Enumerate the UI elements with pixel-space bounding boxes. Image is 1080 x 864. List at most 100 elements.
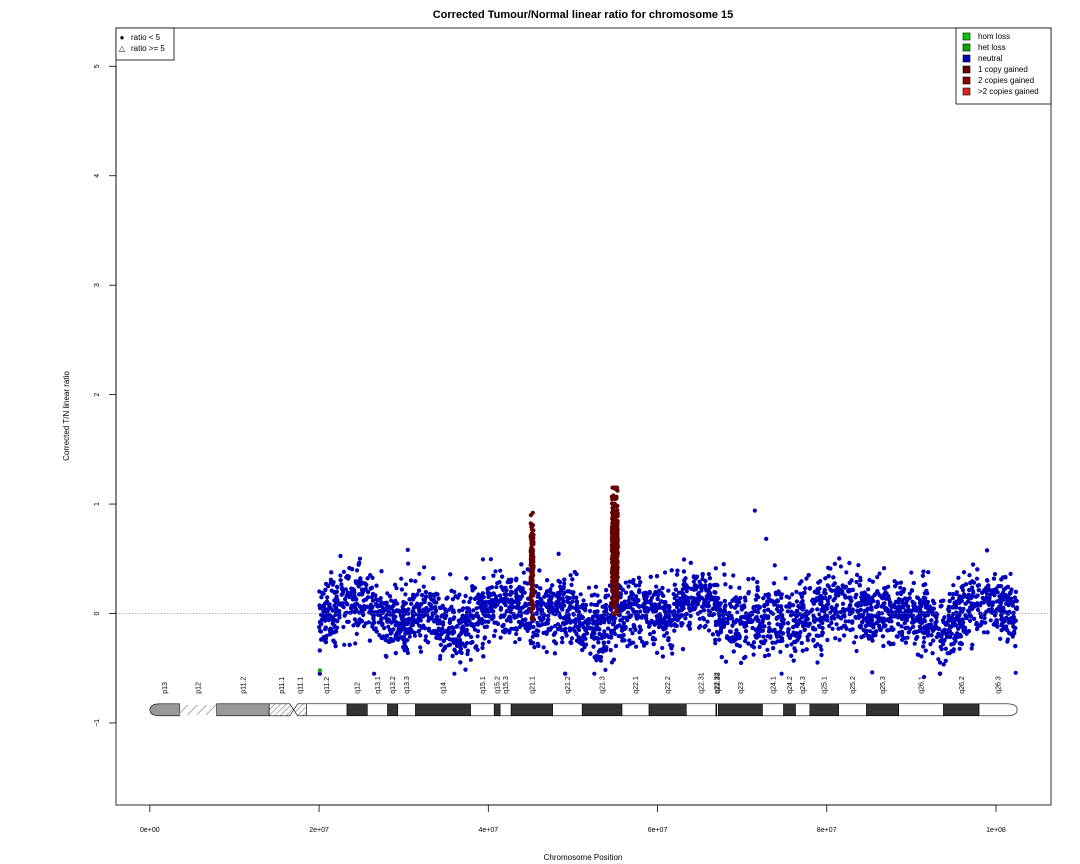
data-point-neutral: [353, 641, 358, 646]
data-point-neutral: [342, 613, 347, 618]
data-point-neutral: [868, 614, 873, 619]
data-point-neutral: [648, 574, 653, 580]
data-point-neutral: [954, 590, 959, 595]
data-point-neutral: [408, 578, 414, 583]
data-point-neutral: [324, 599, 330, 604]
data-point-neutral: [534, 611, 539, 616]
data-point-neutral: [862, 598, 867, 604]
data-point-neutral: [423, 590, 428, 595]
data-point-neutral: [401, 645, 406, 650]
data-point-neutral: [951, 583, 956, 588]
data-point-neutral: [583, 627, 588, 633]
data-point-neutral: [909, 570, 914, 575]
data-point-neutral: [700, 604, 705, 609]
data-point-neutral: [970, 585, 975, 590]
data-point-neutral: [660, 585, 665, 591]
data-point-neutral: [433, 605, 438, 610]
data-point-neutral: [630, 607, 635, 612]
data-point-neutral: [779, 636, 785, 641]
data-point-neutral: [746, 591, 751, 596]
data-point-neutral: [682, 598, 687, 603]
band-label: q12: [355, 682, 362, 694]
data-point-neutral: [354, 631, 359, 637]
data-point-neutral: [628, 614, 633, 619]
data-point-neutral: [795, 638, 800, 643]
data-point-neutral: [566, 589, 572, 594]
data-point-neutral: [435, 614, 440, 619]
band-q21.3: [581, 703, 623, 717]
data-point-neutral: [857, 583, 862, 588]
data-point-neutral: [988, 618, 993, 623]
data-point-neutral: [469, 634, 474, 640]
data-point-neutral: [328, 627, 334, 632]
data-point-neutral: [666, 605, 672, 610]
data-point-neutral: [921, 569, 926, 574]
data-point-neutral: [574, 599, 579, 604]
data-point-neutral: [652, 602, 658, 607]
data-point-neutral: [878, 627, 883, 633]
data-point-neutral: [438, 605, 444, 611]
data-point-neutral: [439, 614, 444, 619]
data-point-neutral: [647, 624, 652, 629]
data-point-neutral: [992, 613, 998, 618]
data-point-neutral: [540, 611, 546, 616]
data-point-neutral: [384, 633, 389, 639]
data-point-neutral: [946, 613, 951, 618]
data-point-neutral: [746, 641, 751, 646]
data-point-neutral: [841, 610, 846, 615]
data-point-neutral: [938, 604, 943, 609]
band-q15.1: [470, 703, 495, 717]
data-point-neutral: [633, 583, 638, 588]
data-point-neutral: [833, 636, 838, 641]
data-point-neutral: [672, 609, 677, 614]
data-point-neutral: [766, 607, 771, 612]
data-point-neutral: [708, 597, 713, 602]
data-point-neutral: [775, 639, 780, 644]
data-point-neutral: [527, 621, 532, 627]
data-point-neutral: [919, 626, 924, 631]
data-point-neutral: [595, 593, 600, 598]
data-point-neutral: [850, 627, 855, 632]
data-point-neutral: [637, 590, 642, 595]
data-point-neutral: [494, 585, 499, 590]
data-point-neutral: [703, 578, 708, 584]
data-point-neutral: [535, 620, 540, 626]
data-point-neutral: [370, 575, 375, 580]
data-point-neutral: [823, 595, 828, 600]
data-point-neutral: [1011, 610, 1016, 616]
data-point-neutral: [622, 603, 627, 608]
data-point-neutral: [770, 628, 775, 633]
data-point-neutral: [730, 623, 735, 628]
band-q25.3: [866, 703, 899, 717]
data-point-neutral: [854, 579, 859, 585]
data-point-neutral: [495, 602, 500, 607]
band-q11.1: [293, 703, 307, 717]
data-point-neutral: [978, 614, 984, 620]
data-point-neutral: [480, 645, 485, 651]
data-point-neutral: [366, 590, 371, 595]
data-point-neutral: [611, 657, 617, 662]
data-point-neutral: [637, 604, 642, 609]
data-point-neutral: [711, 583, 717, 588]
data-point-neutral: [518, 613, 523, 619]
data-point-neutral: [669, 646, 674, 651]
data-point-neutral: [921, 640, 927, 645]
data-point-neutral: [554, 593, 559, 598]
data-point-neutral: [766, 652, 771, 658]
data-point-neutral: [794, 599, 800, 604]
data-point-neutral: [941, 642, 946, 647]
data-point-neutral: [546, 602, 551, 607]
data-point-neutral: [378, 596, 383, 601]
data-point-neutral: [1003, 574, 1008, 580]
data-point-neutral: [611, 628, 617, 633]
band-label: q26.2: [959, 676, 966, 694]
data-point-neutral: [607, 620, 612, 625]
data-point-neutral: [403, 631, 408, 636]
data-point-neutral: [762, 608, 767, 614]
data-point-neutral: [379, 569, 384, 574]
data-point-neutral: [563, 671, 568, 676]
data-point-neutral: [545, 578, 550, 583]
data-point-neutral: [917, 609, 922, 614]
data-point-neutral: [447, 637, 452, 642]
data-point-neutral: [600, 604, 605, 609]
